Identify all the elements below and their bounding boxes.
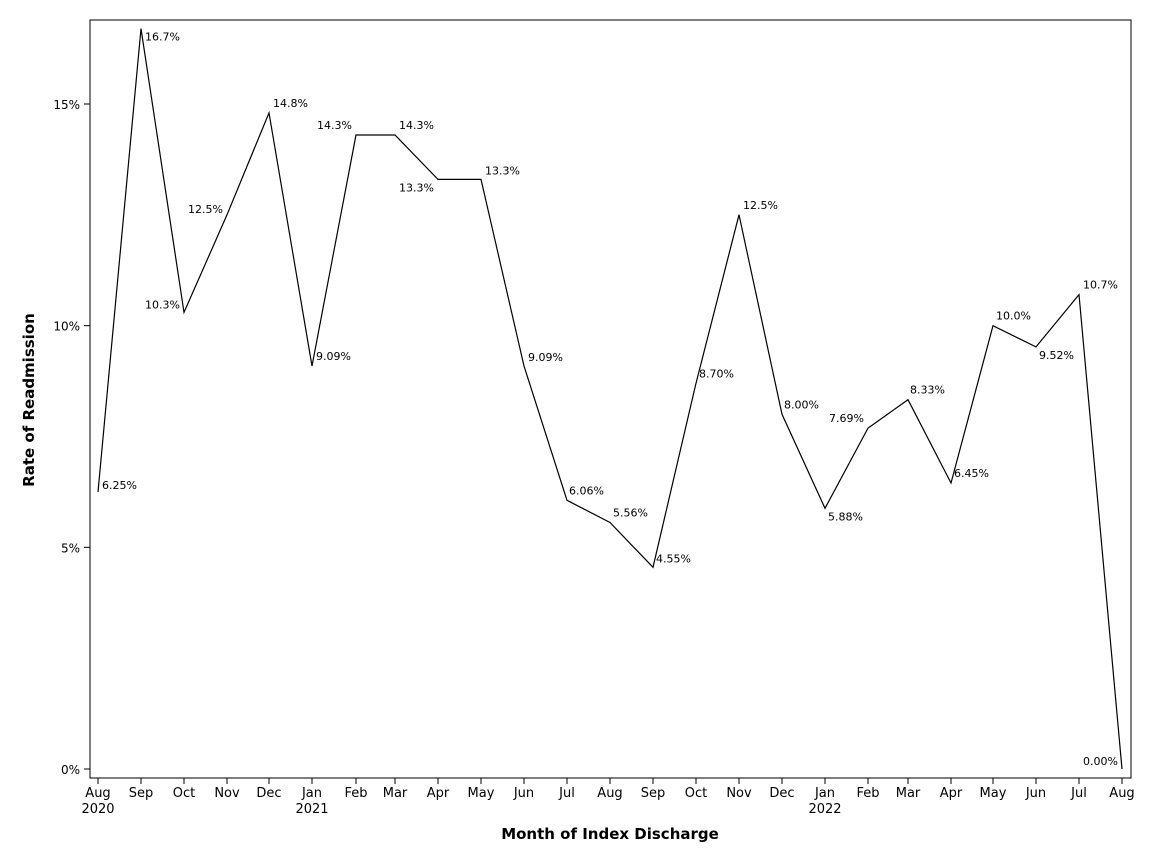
data-label: 8.70% [699,367,734,380]
data-label: 4.55% [656,552,691,565]
x-tick-label: Sep [129,786,154,801]
data-label: 9.09% [316,350,351,363]
x-tick-label: Oct [685,786,707,801]
x-tick-label: Jun [513,786,534,801]
y-tick-label: 5% [61,541,80,555]
x-tick-label: Jul [558,786,575,801]
data-label: 6.06% [569,484,604,497]
data-label: 12.5% [188,203,223,216]
y-tick-label: 10% [53,320,80,334]
x-tick-label: May [980,786,1007,801]
data-label: 12.5% [743,199,778,212]
data-label: 14.3% [317,119,352,132]
data-label: 6.45% [954,467,989,480]
data-label: 13.3% [399,181,434,194]
y-axis-title: Rate of Readmission [20,313,38,487]
x-tick-label: Jan [814,786,835,801]
x-tick-label: Nov [214,786,240,801]
data-label: 0.00% [1083,755,1118,768]
x-tick-label: Mar [896,786,921,801]
x-tick-label: Aug [85,786,110,801]
data-label: 13.3% [485,164,520,177]
x-tick-label: Nov [726,786,752,801]
series-line [97,28,1123,770]
data-label: 9.52% [1039,349,1074,362]
data-label: 10.3% [145,298,180,311]
data-label: 14.3% [399,119,434,132]
y-tick-label: 0% [61,763,80,777]
x-tick-label: Dec [769,786,794,801]
x-tick-label: Jun [1025,786,1046,801]
x-tick-label: Aug [1109,786,1134,801]
x-tick-label: Feb [344,786,367,801]
x-tick-label: Feb [856,786,879,801]
x-tick-label: Sep [641,786,666,801]
data-label: 9.09% [528,351,563,364]
x-tick-label: Apr [940,786,963,801]
x-tick-year-label: 2021 [295,802,328,817]
data-label: 7.69% [829,412,864,425]
plot-frame [89,19,1132,779]
data-label: 10.7% [1083,279,1118,292]
x-tick-year-label: 2020 [81,802,114,817]
x-tick-label: Dec [256,786,281,801]
data-label: 8.00% [784,398,819,411]
data-label: 14.8% [273,97,308,110]
data-label: 5.56% [613,507,648,520]
x-tick-label: Mar [383,786,408,801]
x-tick-label: Jan [301,786,322,801]
data-label: 5.88% [828,510,863,523]
data-label: 16.7% [145,31,180,44]
x-axis-title: Month of Index Discharge [501,825,719,843]
x-tick-label: Jul [1070,786,1087,801]
x-tick-label: Aug [597,786,622,801]
data-label: 10.0% [996,310,1031,323]
x-tick-label: Oct [173,786,195,801]
data-label: 8.33% [910,384,945,397]
x-tick-year-label: 2022 [808,802,841,817]
x-tick-label: May [468,786,495,801]
y-tick-label: 15% [53,98,80,112]
x-tick-label: Apr [427,786,450,801]
data-label: 6.25% [102,479,137,492]
